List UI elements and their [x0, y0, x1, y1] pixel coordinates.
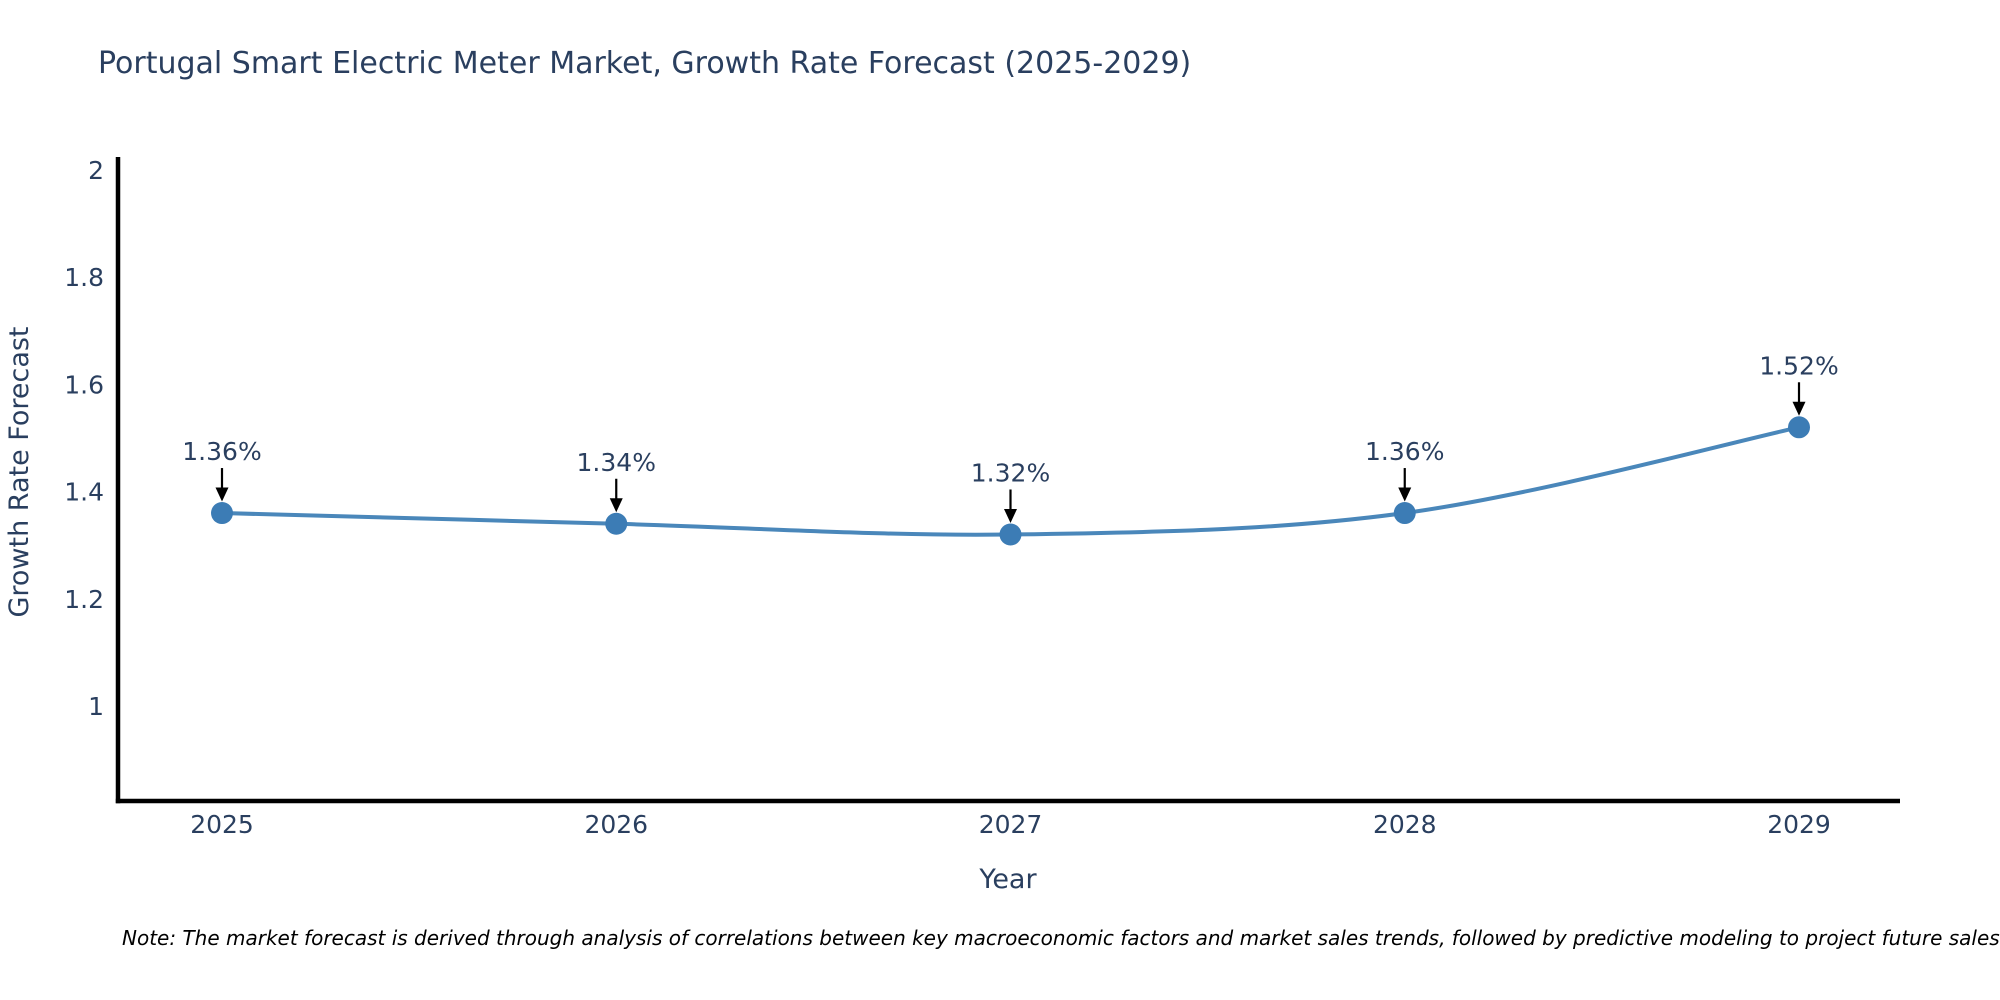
y-axis-title: Growth Rate Forecast	[4, 326, 35, 617]
point-label: 1.32%	[971, 458, 1050, 487]
annotation-arrowhead-icon	[1004, 508, 1017, 523]
y-tick-label: 2	[88, 156, 104, 185]
x-tick-label: 2025	[190, 810, 254, 839]
note-text: Note: The market forecast is derived thr…	[122, 926, 2000, 950]
y-tick-label: 1.2	[64, 585, 104, 614]
point-label: 1.34%	[577, 448, 656, 477]
annotation-arrowhead-icon	[215, 487, 229, 502]
data-point	[605, 512, 628, 535]
annotation-arrowhead-icon	[1792, 401, 1806, 416]
annotation-arrowhead-icon	[1398, 487, 1412, 502]
x-tick-label: 2027	[979, 810, 1043, 839]
data-point	[1788, 416, 1810, 439]
x-tick-label: 2026	[584, 810, 648, 839]
x-tick-label: 2028	[1373, 810, 1437, 839]
data-point	[211, 502, 233, 525]
point-label: 1.52%	[1759, 351, 1838, 380]
data-point	[1393, 502, 1416, 525]
x-tick-label: 2029	[1767, 810, 1831, 839]
point-label: 1.36%	[182, 437, 261, 466]
y-tick-label: 1.8	[64, 263, 104, 292]
annotation-arrowhead-icon	[609, 498, 623, 513]
chart-title: Portugal Smart Electric Meter Market, Gr…	[98, 46, 1192, 81]
y-tick-label: 1	[88, 692, 104, 721]
data-point	[999, 523, 1022, 546]
y-tick-label: 1.4	[64, 478, 104, 507]
y-tick-label: 1.6	[64, 370, 104, 399]
x-axis-title: Year	[978, 864, 1037, 895]
point-label: 1.36%	[1365, 437, 1444, 466]
